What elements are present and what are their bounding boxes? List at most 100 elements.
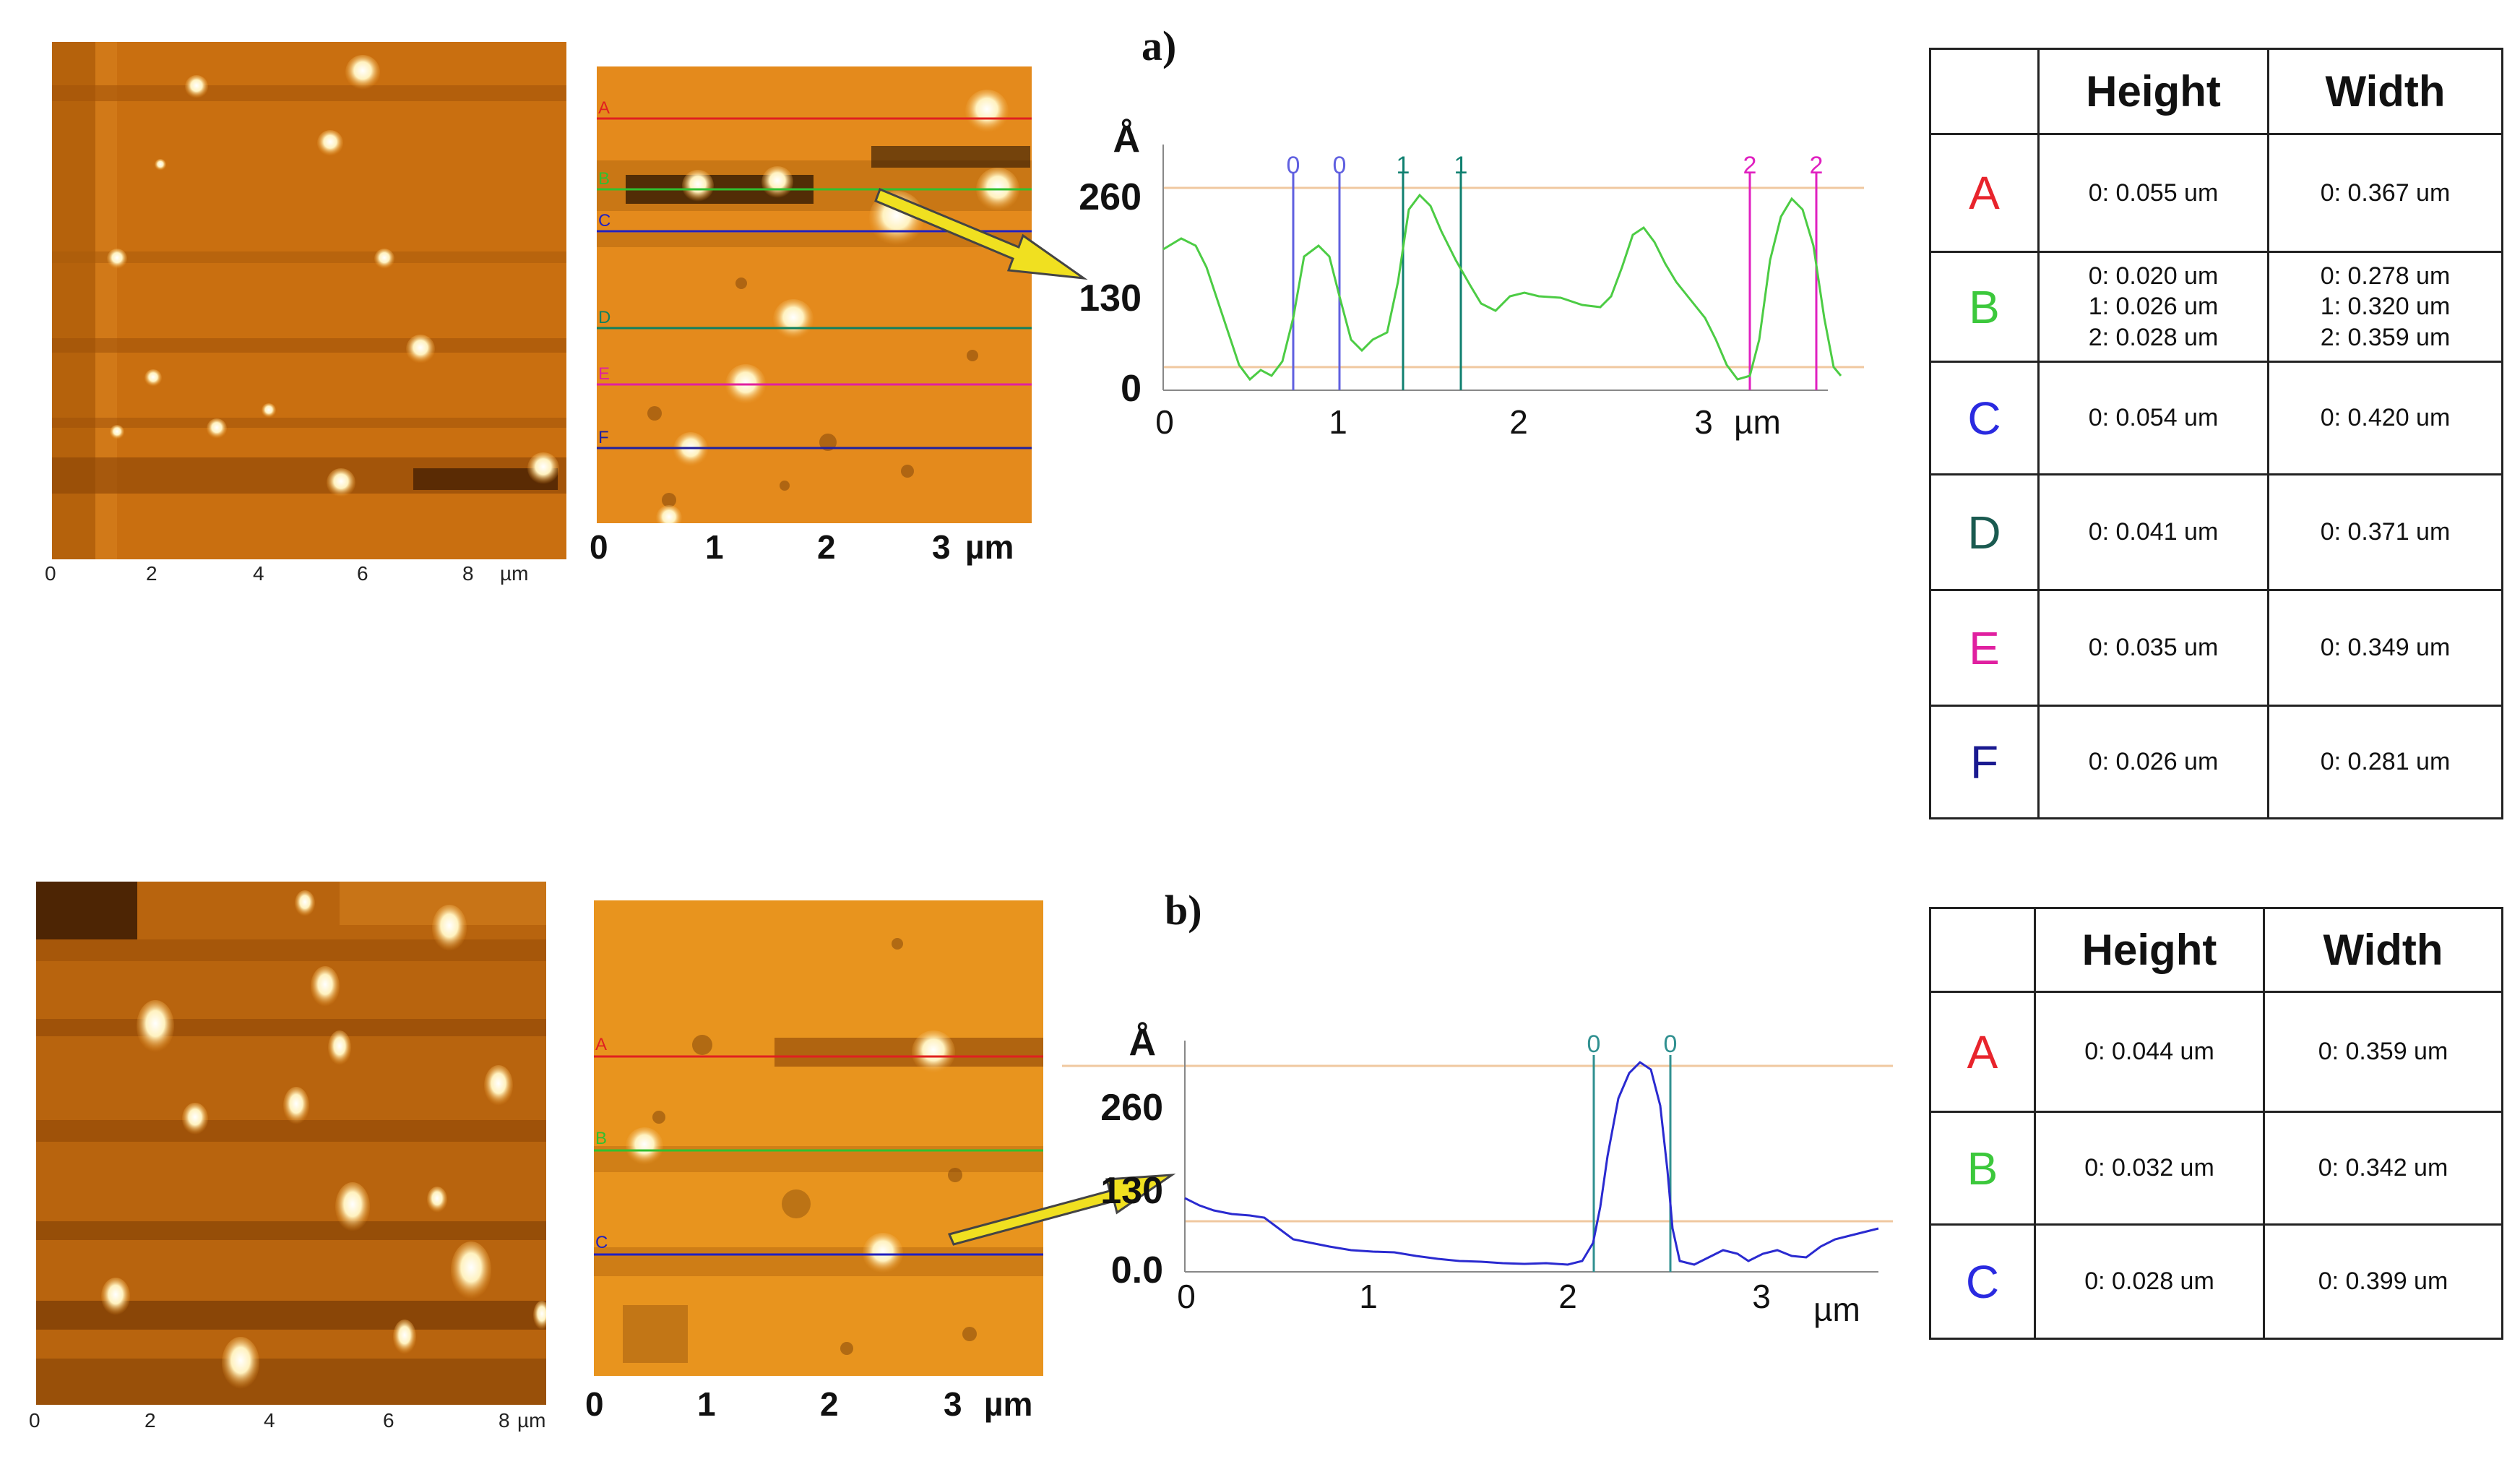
profile-marker: 0	[1664, 1030, 1678, 1058]
axis-tick: 0	[45, 562, 56, 585]
line-label: E	[598, 364, 610, 384]
height-profile-chart-b: 0 0 Å 260 130 0.0 0 1 2 3 µm	[1062, 1022, 1893, 1328]
axis-tick: 3	[944, 1385, 962, 1423]
pointer-arrow-b	[947, 1174, 1176, 1246]
table-header-height: Height	[2034, 907, 2265, 993]
panel-label-a: a)	[1142, 22, 1177, 69]
pointer-arrow-a	[874, 188, 1088, 280]
profile-line	[1162, 193, 1842, 382]
row-label: A	[1929, 991, 2036, 1113]
y-tick: 260	[1100, 1087, 1163, 1129]
line-label: A	[595, 1035, 608, 1054]
axis-tick: 0	[29, 1409, 40, 1432]
afm-large-image-b	[36, 882, 546, 1405]
y-axis-unit: Å	[1113, 119, 1140, 160]
axis-tick: 0	[585, 1385, 604, 1423]
profile-marker: 2	[1743, 152, 1757, 179]
x-tick: 2	[1509, 403, 1528, 441]
large-image-axis-b: 0 2 4 6 8 µm	[29, 1409, 556, 1438]
table-row: B 0: 0.020 um 1: 0.026 um 2: 0.028 um 0:…	[1929, 251, 2503, 363]
height-value: 0: 0.026 um	[2037, 705, 2269, 819]
table-row: D 0: 0.041 um 0: 0.371 um	[1929, 473, 2503, 591]
line-label: F	[598, 428, 609, 447]
x-tick: 1	[1359, 1278, 1378, 1315]
profile-marker: 0	[1333, 152, 1347, 179]
y-tick: 0	[1121, 368, 1142, 410]
afm-small-image-b	[594, 900, 1043, 1376]
y-tick: 130	[1100, 1170, 1163, 1212]
width-value: 0: 0.281 um	[2267, 705, 2503, 819]
width-value: 0: 0.278 um	[2320, 262, 2451, 290]
width-value: 0: 0.349 um	[2267, 589, 2503, 707]
small-image-axis-a: 0 1 2 3 µm	[590, 528, 1052, 571]
line-label: D	[598, 308, 611, 327]
axis-tick: 2	[820, 1385, 839, 1423]
afm-small-image-a	[597, 66, 1032, 523]
row-label: B	[1929, 1111, 2036, 1226]
axis-tick: 1	[697, 1385, 716, 1423]
axis-unit: µm	[965, 528, 1014, 566]
width-value: 0: 0.359 um	[2263, 991, 2503, 1113]
y-axis-unit: Å	[1129, 1022, 1156, 1064]
height-value: 0: 0.035 um	[2037, 589, 2269, 707]
height-value: 2: 0.028 um	[2088, 323, 2219, 351]
height-value: 0: 0.054 um	[2037, 361, 2269, 475]
profile-marker: 0	[1287, 152, 1300, 179]
axis-tick: 2	[146, 562, 158, 585]
profile-marker: 0	[1587, 1030, 1601, 1058]
width-value: 0: 0.420 um	[2267, 361, 2503, 475]
axis-tick: 3	[932, 528, 951, 566]
axis-tick: 4	[253, 562, 264, 585]
height-value: 0: 0.044 um	[2034, 991, 2265, 1113]
x-tick: 0	[1177, 1278, 1196, 1315]
axis-tick: 6	[383, 1409, 394, 1432]
table-row: B 0: 0.032 um 0: 0.342 um	[1929, 1111, 2503, 1226]
panel-label-b: b)	[1165, 887, 1202, 934]
width-value: 1: 0.320 um	[2320, 293, 2451, 321]
width-value: 2: 0.359 um	[2320, 323, 2451, 351]
axis-tick: 4	[264, 1409, 275, 1432]
table-header-width: Width	[2267, 48, 2503, 135]
row-label: F	[1929, 705, 2040, 819]
table-row: F 0: 0.026 um 0: 0.281 um	[1929, 705, 2503, 819]
line-label: C	[598, 211, 611, 231]
profile-line	[1184, 1061, 1879, 1266]
large-image-axis-a: 0 2 4 6 8 µm	[45, 562, 551, 591]
row-label: C	[1929, 1223, 2036, 1340]
height-profile-chart-a: 0 0 1 1 2 2 Å 260 130 0 0 1 2 3 µm	[1079, 119, 1864, 441]
x-axis-unit: µm	[1734, 403, 1781, 441]
height-value: 0: 0.020 um	[2088, 262, 2219, 290]
table-row: E 0: 0.035 um 0: 0.349 um	[1929, 589, 2503, 707]
y-tick: 260	[1079, 176, 1142, 218]
profile-marker: 1	[1397, 152, 1410, 179]
x-tick: 1	[1329, 403, 1347, 441]
small-image-axis-b: 0 1 2 3 µm	[585, 1385, 1076, 1428]
axis-tick: 8	[462, 562, 474, 585]
height-value: 0: 0.028 um	[2034, 1223, 2265, 1340]
x-axis-unit: µm	[1813, 1291, 1860, 1328]
row-label: D	[1929, 473, 2040, 591]
line-label: B	[598, 169, 610, 189]
x-tick: 3	[1752, 1278, 1771, 1315]
x-tick: 3	[1694, 403, 1713, 441]
afm-large-image-a	[52, 42, 566, 559]
height-value: 0: 0.032 um	[2034, 1111, 2265, 1226]
profile-marker: 1	[1454, 152, 1468, 179]
row-label: A	[1929, 133, 2040, 253]
width-value: 0: 0.367 um	[2267, 133, 2503, 253]
line-label: C	[595, 1233, 608, 1252]
table-row: C 0: 0.054 um 0: 0.420 um	[1929, 361, 2503, 475]
line-label: A	[598, 98, 610, 118]
table-header-blank	[1929, 48, 2040, 135]
profile-marker: 2	[1810, 152, 1824, 179]
width-value: 0: 0.399 um	[2263, 1223, 2503, 1340]
small-image-line-labels-b: A B C	[595, 900, 617, 1376]
table-row: A 0: 0.055 um 0: 0.367 um	[1929, 133, 2503, 253]
axis-tick: 2	[817, 528, 836, 566]
results-table-b: Height Width A 0: 0.044 um 0: 0.359 um B…	[1929, 907, 2503, 1340]
axis-unit: µm	[517, 1409, 546, 1432]
axis-unit: µm	[500, 562, 529, 585]
axis-tick: 0	[590, 528, 608, 566]
results-table-a: Height Width A 0: 0.055 um 0: 0.367 um B…	[1929, 48, 2503, 819]
x-tick: 0	[1155, 403, 1174, 441]
